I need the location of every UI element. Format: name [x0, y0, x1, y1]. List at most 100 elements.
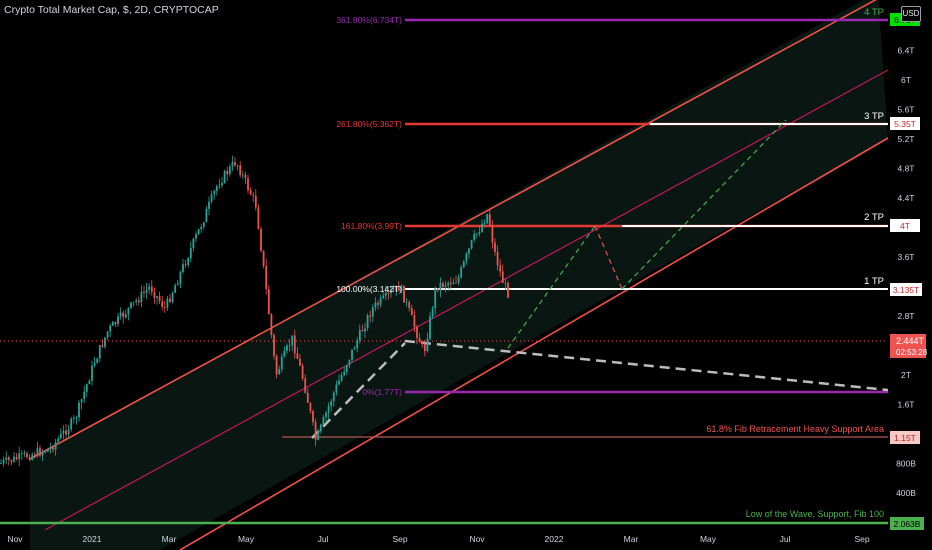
candle-body: [10, 460, 13, 462]
candle-body: [234, 162, 236, 166]
candle-body: [345, 365, 348, 372]
y-tick-label: 6T: [901, 75, 911, 85]
fib-label-161: 161.80%(3.99T): [341, 221, 402, 231]
tag-text-support: 1.15T: [894, 433, 916, 443]
candle-body: [150, 286, 153, 293]
candle-body: [166, 298, 169, 308]
candle-body: [93, 363, 96, 366]
tag-text-low: 2.063B: [894, 519, 921, 529]
candle-body: [293, 335, 296, 354]
candle-body: [403, 285, 405, 303]
low-wave-label: Low of the Wave, Support, Fib 100: [746, 509, 884, 519]
tag-text-2: 4T: [900, 221, 910, 231]
candle-body: [374, 302, 377, 308]
candle-body: [80, 399, 83, 403]
candle-body: [262, 250, 265, 266]
candle-body: [408, 302, 411, 309]
candle-body: [7, 457, 10, 461]
y-tick-label: 6.4T: [897, 46, 914, 56]
channel-lower-line: [179, 137, 889, 550]
candle-body: [75, 417, 78, 419]
candle-body: [236, 165, 239, 167]
candle-body: [41, 451, 44, 456]
candle-body: [473, 234, 476, 241]
candle-body: [189, 247, 192, 259]
candle-body: [0, 463, 2, 464]
candle-body: [176, 283, 179, 286]
y-axis[interactable]: 6.4T 6T 5.6T 5.2T 4.8T 4.4T 3.6T 2.8T 2T 1.6T 800B…: [896, 46, 916, 499]
y-tick-label: 800B: [896, 459, 916, 469]
candle-body: [226, 170, 229, 175]
candle-body: [195, 234, 197, 239]
x-tick-label: May: [700, 534, 717, 544]
candle-body: [327, 406, 330, 413]
candle-body: [499, 265, 502, 272]
projection-down: [594, 225, 623, 290]
channel-middle-line: [44, 69, 889, 531]
tag-bg-support: [890, 431, 920, 444]
candle-body: [161, 301, 164, 308]
candle-body: [88, 380, 91, 385]
candle-body: [491, 225, 494, 243]
candle-body: [431, 308, 434, 317]
candle-body: [265, 265, 268, 290]
x-tick-label: 2022: [545, 534, 564, 544]
chart-title: Crypto Total Market Cap, $, 2D, CRYPTOCA…: [4, 4, 219, 16]
candle-body: [488, 214, 491, 226]
candle-body: [390, 291, 392, 294]
candle-body: [174, 285, 177, 293]
currency-button[interactable]: USD: [901, 6, 921, 22]
candle-body: [405, 302, 408, 303]
candle-body: [39, 448, 41, 456]
candle-body: [184, 264, 187, 266]
candle-body: [371, 307, 374, 317]
candle-body: [247, 178, 249, 191]
candle-body: [418, 338, 421, 343]
candle-body: [33, 454, 36, 456]
candle-body: [465, 253, 468, 262]
tp-label-3: 3 TP: [864, 111, 884, 122]
candle-body: [23, 453, 26, 454]
candle-body: [442, 283, 444, 287]
descending-trendline: [404, 339, 889, 392]
candle-body: [122, 312, 125, 318]
candle-body: [486, 214, 489, 224]
candle-body: [280, 356, 283, 370]
candle-body: [46, 448, 49, 452]
candle-body: [392, 290, 395, 292]
candle-body: [182, 264, 184, 272]
candle-body: [335, 384, 338, 393]
x-tick-label: Jul: [780, 534, 791, 544]
x-tick-label: Sep: [392, 534, 407, 544]
candle-body: [353, 348, 356, 350]
candle-body: [70, 418, 73, 430]
candle-body: [67, 429, 70, 435]
candle-body: [124, 314, 127, 318]
candle-body: [462, 261, 465, 268]
fib-label-100: 100.00%(3.142T): [336, 284, 402, 294]
candle-body: [444, 285, 447, 287]
candle-body: [202, 222, 205, 227]
candle-body: [288, 345, 291, 347]
candle-body: [273, 335, 275, 356]
candle-body: [221, 182, 223, 186]
x-tick-label: 2021: [83, 534, 102, 544]
candle-body: [210, 194, 213, 202]
x-tick-label: Mar: [162, 534, 177, 544]
x-axis[interactable]: Nov 2021 Mar May Jul Sep Nov 2022 Mar May Jul Sep: [7, 534, 869, 544]
candle-body: [20, 453, 23, 455]
candle-body: [325, 412, 327, 418]
projection-up-2: [621, 119, 787, 290]
candle-body: [291, 335, 294, 346]
candle-body: [72, 417, 75, 419]
candle-body: [231, 162, 234, 167]
candle-body: [13, 456, 15, 462]
candle-body: [304, 378, 307, 393]
candle-body: [83, 391, 86, 400]
candle-body: [91, 365, 93, 381]
candle-body: [309, 402, 312, 412]
candle-body: [78, 402, 80, 418]
tag-bg-3: [890, 117, 920, 130]
candle-body: [322, 417, 325, 425]
